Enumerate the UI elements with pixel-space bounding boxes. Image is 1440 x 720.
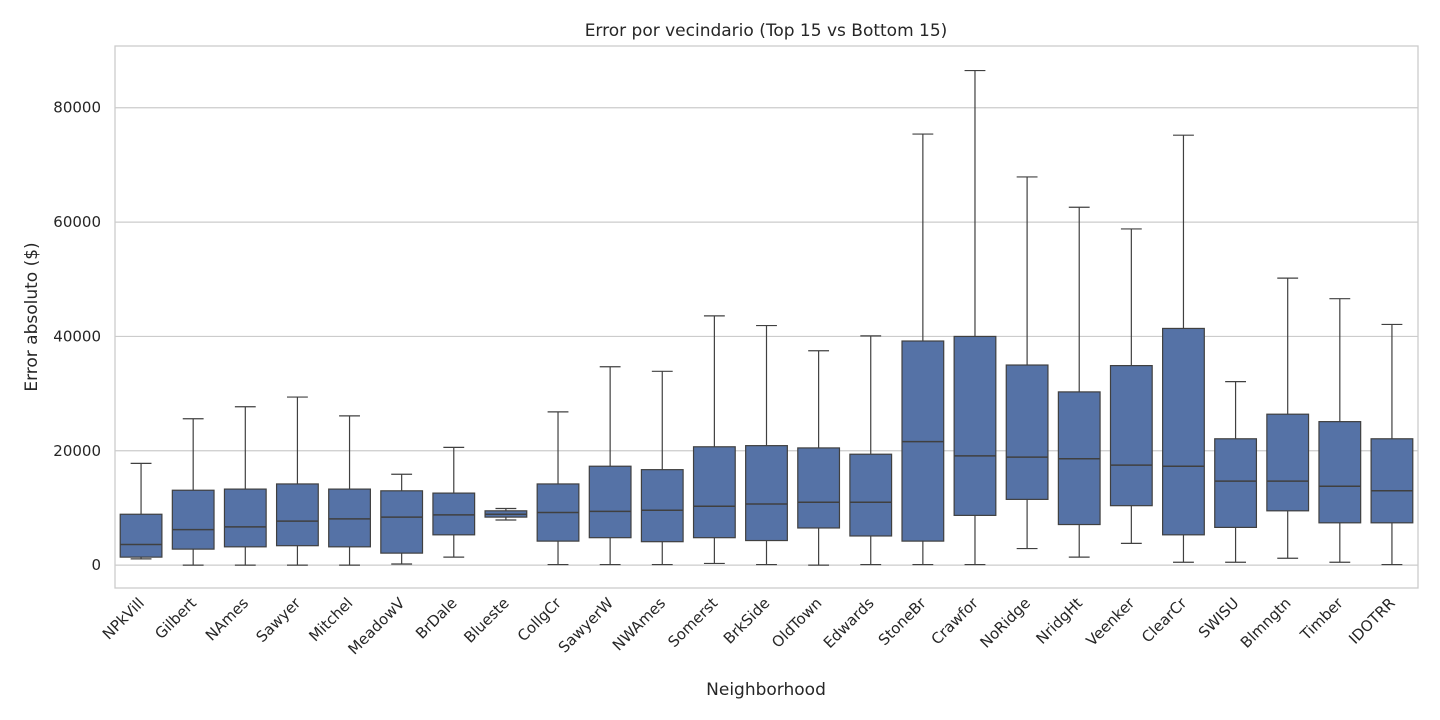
box-Crawfor: [953, 69, 997, 566]
iqr-box: [588, 465, 632, 539]
plot-frame: [114, 45, 1419, 589]
y-tick-label: 80000: [53, 99, 101, 117]
iqr-box: [1370, 438, 1414, 524]
box-Veenker: [1109, 228, 1153, 545]
x-tick-label: Blmngtn: [1237, 594, 1295, 652]
box-Edwards: [849, 335, 893, 566]
x-tick-label: NoRidge: [976, 594, 1033, 651]
x-tick-label: Somerst: [664, 594, 721, 651]
iqr-box: [1266, 413, 1310, 512]
x-tick-label: NridgHt: [1032, 594, 1086, 648]
y-axis-ticks: 0 20000 40000 60000 80000: [53, 99, 101, 574]
iqr-box: [328, 488, 371, 548]
x-tick-label: MeadowV: [344, 594, 409, 659]
chart-title: Error por vecindario (Top 15 vs Bottom 1…: [585, 21, 948, 41]
box-StoneBr: [901, 133, 945, 566]
y-axis-label: Error absoluto ($): [22, 242, 42, 391]
box-MeadowV: [380, 473, 424, 565]
box-ClearCr: [1162, 134, 1205, 563]
iqr-box: [1214, 438, 1258, 528]
box-NWAmes: [640, 370, 684, 566]
iqr-box: [953, 335, 997, 516]
iqr-box: [745, 445, 788, 542]
x-tick-label: IDOTRR: [1345, 594, 1399, 648]
x-tick-label: Gilbert: [151, 594, 200, 643]
y-tick-label: 20000: [53, 442, 101, 460]
y-tick-label: 0: [91, 556, 101, 574]
iqr-box: [692, 446, 736, 539]
x-tick-label: SWISU: [1195, 594, 1243, 642]
x-tick-label: BrkSide: [720, 594, 773, 647]
iqr-box: [1318, 421, 1362, 524]
box-NoRidge: [1005, 176, 1049, 550]
box-SWISU: [1214, 381, 1258, 563]
x-tick-label: SawyerW: [555, 594, 617, 656]
box-SawyerW: [588, 366, 632, 566]
x-tick-label: OldTown: [768, 594, 825, 651]
box-Somerst: [692, 315, 736, 565]
iqr-box: [1109, 364, 1153, 507]
box-NPkVill: [119, 462, 163, 560]
iqr-box: [849, 453, 893, 537]
iqr-box: [797, 447, 841, 529]
x-tick-label: Sawyer: [252, 594, 304, 646]
x-tick-label: Crawfor: [928, 594, 983, 649]
box-Blmngtn: [1266, 277, 1310, 559]
box-IDOTRR: [1370, 323, 1414, 566]
box-BrDale: [432, 446, 476, 558]
box-OldTown: [797, 350, 841, 566]
box-Timber: [1318, 298, 1362, 563]
y-tick-label: 60000: [53, 213, 101, 231]
x-tick-label: Veenker: [1083, 594, 1139, 650]
x-axis-label: Neighborhood: [706, 680, 826, 700]
x-tick-label: Edwards: [820, 594, 878, 652]
iqr-box: [223, 488, 267, 548]
x-tick-label: ClearCr: [1138, 594, 1191, 647]
box-Blueste: [484, 507, 528, 521]
x-tick-label: BrDale: [412, 594, 461, 643]
box-Mitchel: [328, 415, 371, 566]
box-Gilbert: [171, 418, 215, 566]
box-Sawyer: [275, 396, 319, 566]
iqr-box: [171, 489, 215, 550]
iqr-box: [380, 490, 424, 554]
iqr-box: [275, 483, 319, 547]
iqr-box: [1162, 327, 1205, 536]
x-tick-label: NPkVill: [99, 594, 148, 643]
iqr-box: [640, 469, 684, 543]
box-NAmes: [223, 406, 267, 566]
box-NridgHt: [1057, 206, 1101, 558]
x-tick-label: Blueste: [460, 594, 512, 646]
x-tick-label: Mitchel: [305, 594, 356, 645]
iqr-box: [119, 513, 163, 558]
x-tick-label: Timber: [1296, 594, 1347, 645]
box-series: [119, 69, 1414, 566]
iqr-box: [432, 492, 476, 536]
iqr-box: [1005, 364, 1049, 500]
box-BrkSide: [745, 324, 788, 566]
x-tick-label: NWAmes: [609, 594, 669, 654]
box-CollgCr: [536, 411, 580, 566]
x-tick-label: StoneBr: [875, 594, 931, 650]
x-tick-label: NAmes: [202, 594, 252, 644]
y-tick-label: 40000: [53, 327, 101, 345]
x-tick-label: CollgCr: [514, 594, 566, 646]
